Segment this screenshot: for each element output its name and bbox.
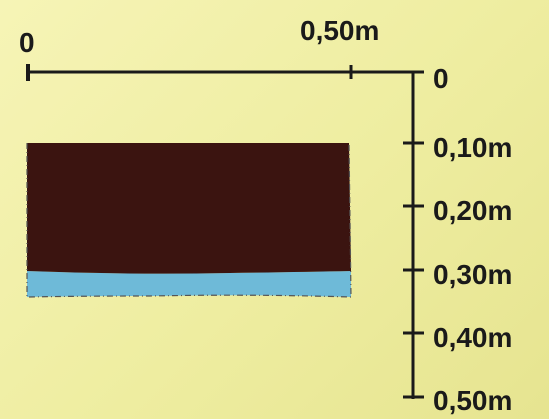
profile-outline — [26, 142, 352, 298]
horizontal-scale-start-label: 0 — [19, 27, 35, 58]
soil-profile — [26, 142, 352, 298]
vertical-scale-label: 0,10m — [433, 132, 512, 163]
horizontal-scale: 0 0,50m — [19, 15, 413, 81]
horizontal-scale-end-label: 0,50m — [300, 15, 379, 46]
light-blue-layer — [27, 271, 351, 297]
vertical-scale: 0 0,10m 0,20m 0,30m 0,40m 0,50m — [403, 63, 512, 416]
vertical-scale-label: 0,20m — [433, 195, 512, 226]
dark-layer — [27, 143, 351, 274]
vertical-scale-label: 0,30m — [433, 259, 512, 290]
vertical-scale-label: 0,50m — [433, 385, 512, 416]
vertical-scale-label: 0 — [433, 63, 449, 94]
vertical-scale-label: 0,40m — [433, 322, 512, 353]
